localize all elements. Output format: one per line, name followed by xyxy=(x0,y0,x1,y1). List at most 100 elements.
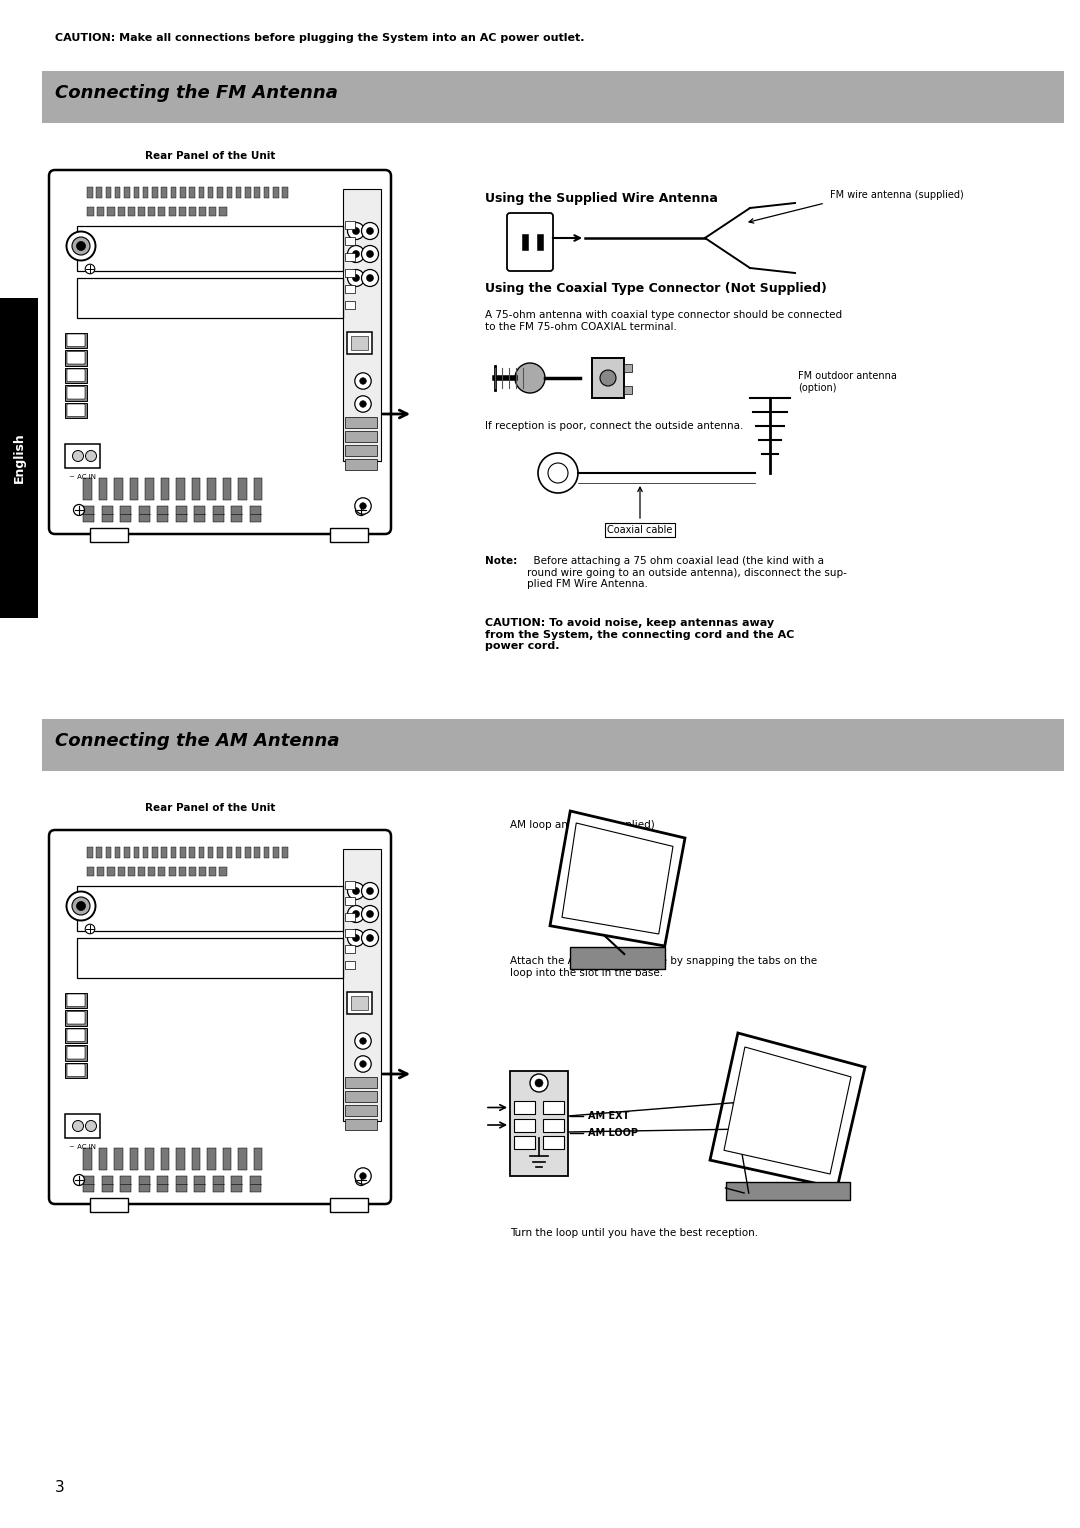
Circle shape xyxy=(72,897,90,915)
Circle shape xyxy=(360,1060,366,1067)
Text: FM outdoor antenna
(option): FM outdoor antenna (option) xyxy=(798,371,896,393)
FancyBboxPatch shape xyxy=(67,1028,85,1042)
FancyBboxPatch shape xyxy=(67,1047,85,1059)
Circle shape xyxy=(355,1175,366,1186)
Text: ~ AC IN: ~ AC IN xyxy=(68,1144,95,1151)
Bar xyxy=(273,847,279,859)
Bar xyxy=(102,506,112,521)
FancyBboxPatch shape xyxy=(67,351,85,364)
Bar xyxy=(124,186,130,199)
Circle shape xyxy=(348,246,365,263)
Bar xyxy=(138,506,149,521)
Bar xyxy=(161,186,167,199)
Bar xyxy=(152,847,158,859)
Bar xyxy=(199,866,206,876)
Circle shape xyxy=(72,237,90,255)
Circle shape xyxy=(348,929,365,946)
Bar xyxy=(176,1177,187,1192)
Bar xyxy=(176,1148,185,1170)
Bar xyxy=(87,186,93,199)
Circle shape xyxy=(600,370,616,387)
Bar xyxy=(148,866,156,876)
Circle shape xyxy=(366,911,374,917)
Circle shape xyxy=(366,251,374,258)
Bar xyxy=(143,186,148,199)
Bar xyxy=(189,206,197,215)
Bar xyxy=(159,206,165,215)
Bar xyxy=(143,847,148,859)
Bar xyxy=(255,847,260,859)
Text: Before attaching a 75 ohm coaxial lead (the kind with a
round wire going to an o: Before attaching a 75 ohm coaxial lead (… xyxy=(527,556,847,590)
Bar xyxy=(114,478,122,500)
Circle shape xyxy=(67,232,95,260)
Circle shape xyxy=(362,906,378,923)
Bar xyxy=(83,506,94,521)
Circle shape xyxy=(73,1175,84,1186)
Bar xyxy=(522,234,528,251)
Circle shape xyxy=(362,883,378,900)
Text: Rear Panel of the Unit: Rear Panel of the Unit xyxy=(145,804,275,813)
Circle shape xyxy=(348,906,365,923)
Bar xyxy=(345,1077,377,1088)
Bar xyxy=(189,186,194,199)
FancyBboxPatch shape xyxy=(67,403,85,417)
Bar xyxy=(264,847,269,859)
Bar xyxy=(345,914,355,921)
Circle shape xyxy=(360,1172,366,1180)
Bar xyxy=(345,417,377,428)
Bar xyxy=(102,1177,112,1192)
Bar xyxy=(213,1177,224,1192)
Circle shape xyxy=(355,1167,372,1184)
Circle shape xyxy=(352,935,360,941)
Bar xyxy=(65,1062,87,1077)
Bar xyxy=(217,847,222,859)
Circle shape xyxy=(360,1038,366,1044)
Bar xyxy=(114,847,120,859)
Bar xyxy=(87,866,94,876)
Circle shape xyxy=(352,251,360,258)
Circle shape xyxy=(515,364,545,393)
Text: Rear Panel of the Unit: Rear Panel of the Unit xyxy=(145,151,275,160)
Circle shape xyxy=(85,451,96,461)
Bar xyxy=(65,1027,87,1044)
Bar xyxy=(726,1183,850,1199)
Text: Connecting the AM Antenna: Connecting the AM Antenna xyxy=(55,732,339,750)
Bar xyxy=(180,847,186,859)
Bar xyxy=(157,1177,168,1192)
Bar xyxy=(345,944,355,953)
Bar xyxy=(96,847,102,859)
Bar xyxy=(351,336,368,350)
Text: ~ AC IN: ~ AC IN xyxy=(68,474,95,480)
Bar xyxy=(191,1148,200,1170)
Circle shape xyxy=(355,1056,372,1073)
Bar xyxy=(90,529,129,542)
Bar xyxy=(345,254,355,261)
Bar xyxy=(77,278,343,318)
Bar xyxy=(159,866,165,876)
Circle shape xyxy=(352,275,360,281)
Circle shape xyxy=(352,888,360,894)
Bar xyxy=(345,961,355,969)
Bar xyxy=(65,385,87,400)
Bar xyxy=(219,206,227,215)
Bar xyxy=(120,1177,131,1192)
Bar xyxy=(168,206,176,215)
Bar xyxy=(114,186,120,199)
Bar xyxy=(118,206,124,215)
Bar xyxy=(537,234,543,251)
Bar xyxy=(180,186,186,199)
Bar xyxy=(97,866,105,876)
Circle shape xyxy=(360,503,366,509)
FancyBboxPatch shape xyxy=(67,995,85,1007)
Bar xyxy=(255,186,260,199)
Bar xyxy=(514,1102,535,1114)
Text: Note:: Note: xyxy=(485,556,517,565)
Circle shape xyxy=(366,275,374,281)
Bar xyxy=(249,1177,260,1192)
Bar xyxy=(207,478,216,500)
Text: CAUTION: Make all connections before plugging the System into an AC power outlet: CAUTION: Make all connections before plu… xyxy=(55,34,584,43)
FancyBboxPatch shape xyxy=(67,368,85,382)
Bar xyxy=(345,237,355,244)
Bar xyxy=(138,866,145,876)
Bar xyxy=(106,186,111,199)
